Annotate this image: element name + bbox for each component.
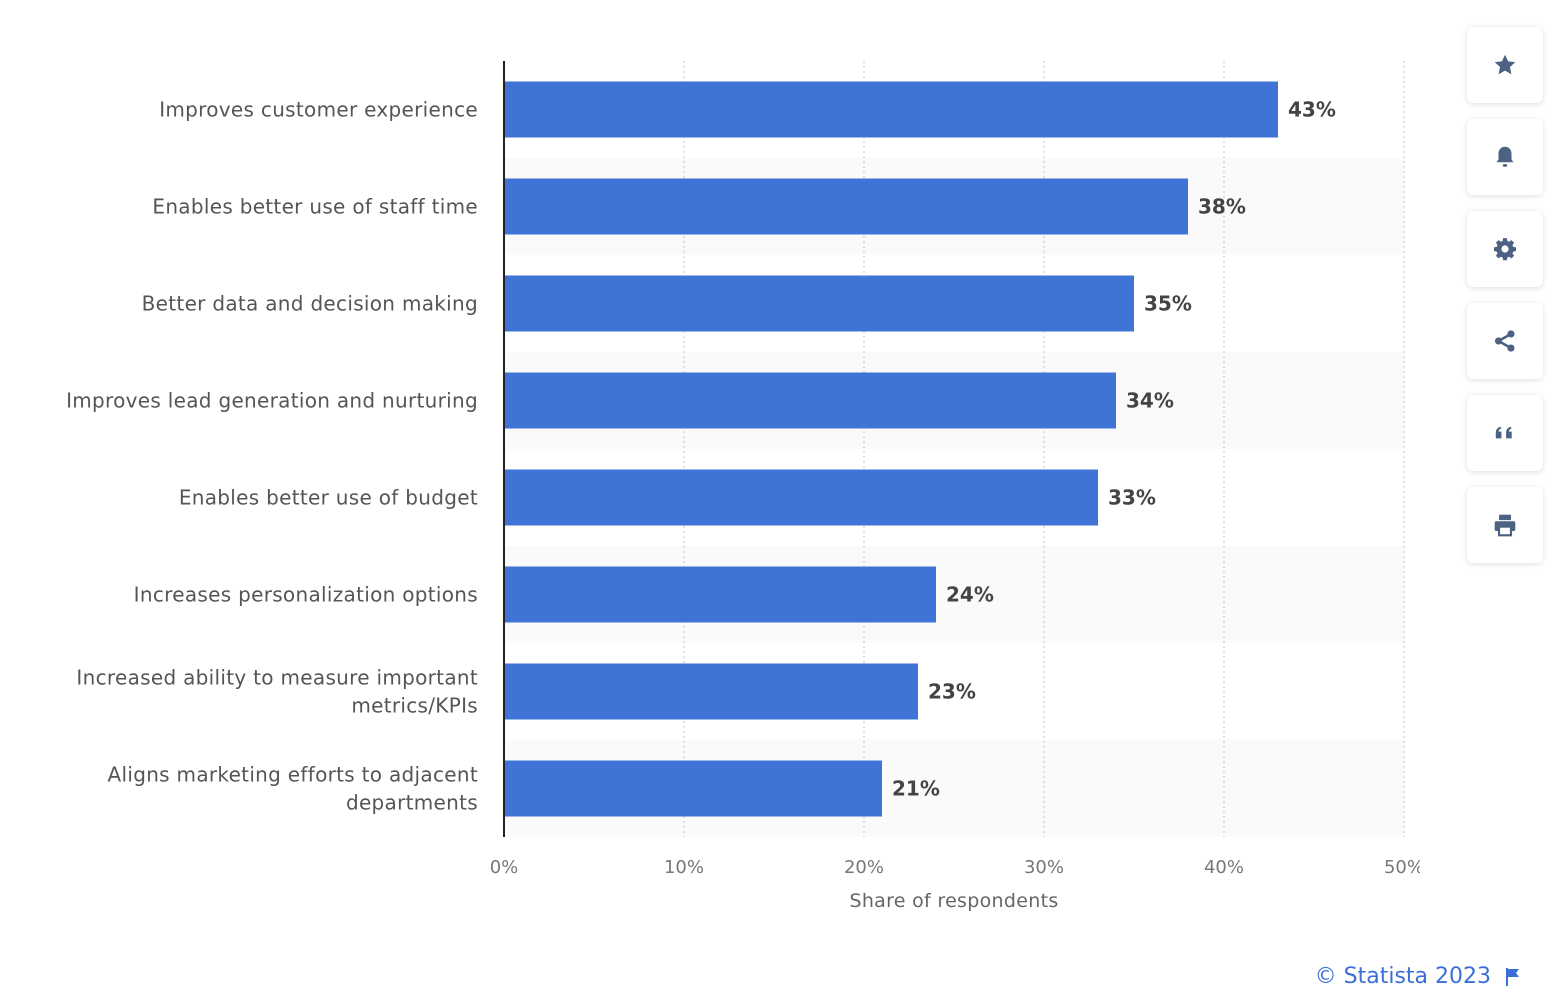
bar[interactable] (504, 566, 936, 623)
bell-icon (1496, 146, 1514, 167)
quote-icon (1495, 426, 1512, 439)
value-label: 34% (1126, 389, 1174, 413)
category-label: Improves customer experience (159, 98, 478, 122)
x-tick-label: 30% (1024, 857, 1064, 878)
favorite-button[interactable] (1467, 27, 1543, 103)
x-tick-label: 20% (844, 857, 884, 878)
print-button[interactable] (1467, 487, 1543, 563)
x-tick-labels: 0% 10% 20% 30% 40% 50% (490, 857, 1420, 878)
statista-credit[interactable]: © Statista 2023 (1315, 964, 1521, 989)
print-icon (1494, 514, 1516, 537)
share-button[interactable] (1467, 303, 1543, 379)
value-label: 43% (1288, 98, 1336, 122)
bar[interactable] (504, 469, 1098, 526)
bar[interactable] (504, 663, 918, 720)
bars (504, 81, 1278, 817)
bar[interactable] (504, 760, 882, 817)
bar[interactable] (504, 275, 1134, 332)
value-label: 23% (928, 680, 976, 704)
bar-chart: Improves customer experience Enables bett… (66, 61, 1420, 912)
x-tick-label: 10% (664, 857, 704, 878)
value-label: 33% (1108, 486, 1156, 510)
share-icon (1494, 330, 1515, 352)
x-tick-label: 0% (490, 857, 519, 878)
value-label: 35% (1144, 292, 1192, 316)
category-label: Better data and decision making (142, 292, 478, 316)
category-labels: Improves customer experience Enables bett… (66, 98, 478, 815)
value-label: 24% (946, 583, 994, 607)
notification-button[interactable] (1467, 119, 1543, 195)
settings-button[interactable] (1467, 211, 1543, 287)
category-label: Aligns marketing efforts to adjacent depa… (108, 763, 479, 815)
value-label: 38% (1198, 195, 1246, 219)
value-labels: 43% 38% 35% 34% 33% 24% 23% 21% (892, 98, 1336, 801)
category-label: Increases personalization options (134, 583, 478, 607)
bar[interactable] (504, 81, 1278, 138)
x-tick-label: 40% (1204, 857, 1244, 878)
value-label: 21% (892, 777, 940, 801)
x-tick-label: 50% (1384, 857, 1420, 878)
category-label: Enables better use of staff time (152, 195, 478, 219)
flag-icon[interactable] (1505, 967, 1521, 987)
bar[interactable] (504, 178, 1188, 235)
category-label: Increased ability to measure important me… (76, 666, 478, 718)
bar[interactable] (504, 372, 1116, 429)
gear-icon (1493, 238, 1517, 261)
cite-button[interactable] (1467, 395, 1543, 471)
x-axis-title: Share of respondents (849, 890, 1058, 912)
credit-text[interactable]: © Statista 2023 (1314, 964, 1491, 989)
category-label: Improves lead generation and nurturing (66, 389, 478, 413)
chart-toolbar (1467, 27, 1543, 579)
star-icon (1494, 54, 1516, 75)
category-label: Enables better use of budget (179, 486, 478, 510)
